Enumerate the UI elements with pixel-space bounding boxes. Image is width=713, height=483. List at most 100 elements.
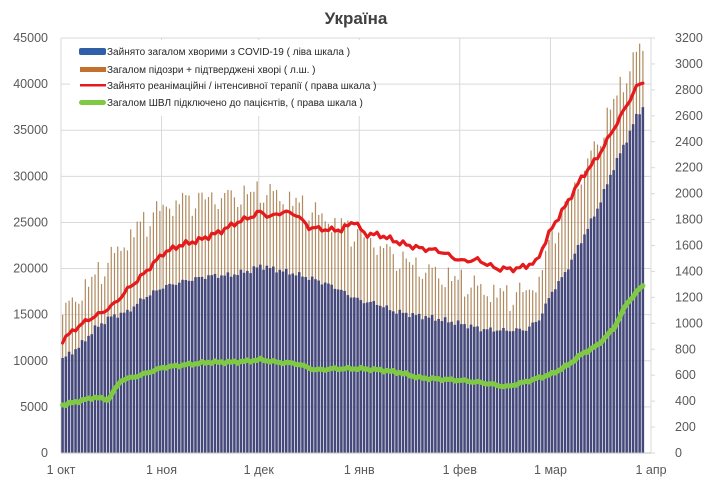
bar-occupied [618,153,622,453]
bar-occupied [482,329,486,453]
bar-occupied [521,330,525,453]
bar-occupied [583,234,586,453]
bar-occupied [609,174,612,453]
y-right-tick-label: 1200 [675,290,703,304]
bar-occupied [87,335,90,453]
y-right-tick-label: 2600 [675,109,703,123]
y-right-tick-label: 2800 [675,83,703,97]
bar-occupied [417,313,421,453]
bar-occupied [531,322,534,453]
bar-occupied [573,253,577,453]
bar-occupied [375,304,379,453]
bar-occupied [557,281,560,453]
bar-occupied [353,297,356,453]
legend-label-ventilators: Загалом ШВЛ підключено до пацієнтів, ( п… [107,98,363,109]
bar-occupied [129,311,132,453]
bar-occupied [592,216,596,453]
y-right-tick-label: 600 [675,368,696,382]
bar-occupied [430,314,434,453]
bar-occupied [560,277,564,453]
bar-occupied [408,316,411,453]
y-left-tick-label: 5000 [20,400,48,414]
bar-occupied [602,189,606,453]
bar-occupied [476,326,479,453]
bar-occupied [333,288,337,453]
bar-occupied [518,328,521,453]
bar-occupied [200,276,204,453]
y-right-tick-label: 2200 [675,161,703,175]
y-right-tick-label: 1800 [675,213,703,227]
bar-occupied [563,272,567,453]
y-axis-right: 0 200 400 600 800 1000 1200 1400 1600 1800 2000 220… [651,31,703,460]
bar-occupied [395,313,398,453]
bar-occupied [537,320,541,453]
y-left-tick-label: 35000 [13,123,48,137]
y-left-tick-label: 0 [41,446,48,460]
bar-occupied [443,317,447,453]
y-right-tick-label: 1400 [675,264,703,278]
bar-occupied [346,295,350,453]
bar-occupied [498,330,502,453]
bar-occupied [229,276,233,453]
legend-label-icu: Зайнято реанімаційні / інтенсивної терап… [107,81,376,92]
bar-occupied [359,300,363,453]
bar-occupied [404,312,408,453]
bar-occupied [391,311,395,453]
bar-occupied [369,301,372,453]
bar-occupied [508,331,512,453]
bar-occupied [113,314,116,453]
legend-background [70,40,370,116]
bar-occupied [450,321,453,453]
bar-occupied [605,184,609,453]
bar-occupied [589,218,593,453]
bar-occupied [171,284,175,453]
x-tick-label: 1 дек [244,463,275,477]
bar-occupied [631,124,635,454]
legend-marker-occupied [79,48,106,55]
bar-occupied [489,327,492,453]
y-left-tick-label: 10000 [13,354,48,368]
bar-occupied [567,269,570,453]
line-icu [61,81,645,345]
bar-occupied [586,228,590,453]
bar-occupied [541,313,544,453]
y-left-tick-label: 30000 [13,169,48,183]
bar-occupied [93,325,97,453]
bar-occupied [388,310,392,453]
bar-occupied [638,114,641,454]
x-tick-label: 1 фев [443,463,478,477]
bar-occupied [534,321,538,453]
legend: Зайнято загалом хворими з COVID-19 ( лів… [70,40,376,116]
bar-occupied [453,324,457,453]
bar-occupied [641,107,645,454]
legend-label-occupied: Зайнято загалом хворими з COVID-19 ( лів… [107,47,350,58]
bar-occupied [466,328,470,453]
legend-marker-icu [80,84,106,87]
bar-occupied [434,320,437,453]
bar-occupied [385,305,389,453]
y-right-tick-label: 3000 [675,57,703,71]
bar-occupied [505,330,508,453]
bar-occupied [421,319,424,453]
series-occupied-covid-bars [61,107,645,454]
bar-occupied [90,334,94,453]
bar-occupied [469,324,473,453]
bar-occupied [495,330,499,453]
x-tick-label: 1 мар [534,463,567,477]
bar-occupied [615,158,619,453]
y-axis-left: 0 5000 10000 15000 20000 25000 30000 35000 40000… [13,31,48,460]
legend-label-suspected: Загалом підозри + підтверджені хворі ( л… [107,65,316,76]
y-right-tick-label: 200 [675,420,696,434]
y-right-tick-label: 2400 [675,135,703,149]
bar-occupied [356,297,359,453]
bar-occupied [447,322,450,453]
bar-occupied [515,328,518,453]
bar-occupied [122,312,126,453]
bar-occupied [511,331,515,453]
bar-occupied [158,289,162,453]
legend-marker-suspected [80,67,106,72]
bar-occupied [314,279,317,453]
y-left-tick-label: 15000 [13,308,48,322]
bar-occupied [310,276,314,453]
